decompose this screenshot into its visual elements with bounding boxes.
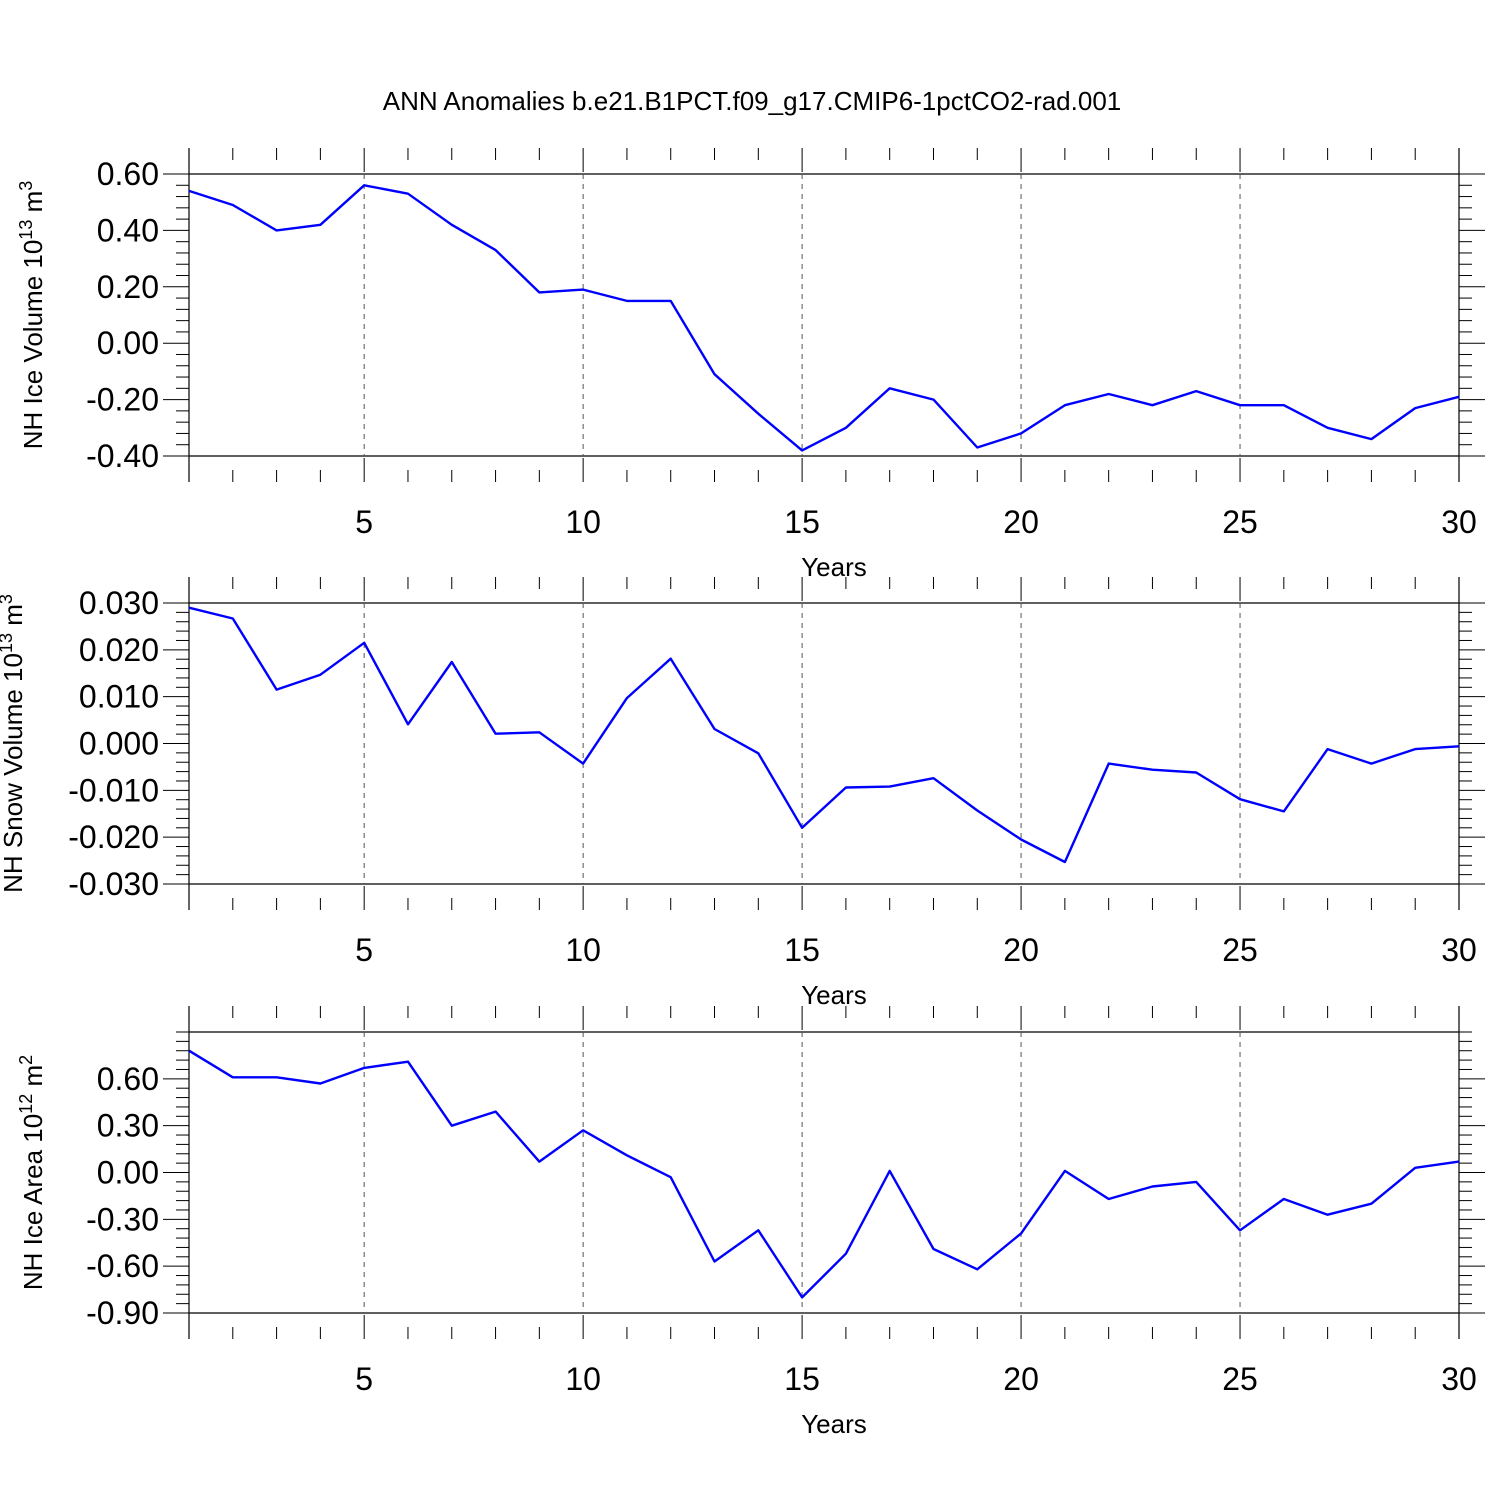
x-tick-label: 5 — [355, 1361, 373, 1397]
series-line — [188, 606, 1460, 864]
y-tick-label: 0.00 — [97, 325, 159, 361]
x-tick-label: 20 — [1003, 1361, 1039, 1397]
x-tick-label: 25 — [1222, 932, 1258, 968]
x-tick-label: 20 — [1003, 504, 1039, 540]
x-axis-label: Years — [801, 552, 867, 582]
y-axis-label: NH Ice Area 1012 m2 — [16, 1055, 48, 1290]
series-line — [188, 184, 1460, 452]
panel-3: 0.60 0.30 0.00 -0.30 -0.60 -0.90 5 10 15 20 25 30 Ye… — [16, 1006, 1485, 1439]
y-tick-label: 0.020 — [79, 632, 159, 668]
x-tick-label: 5 — [355, 932, 373, 968]
y-tick-label: 0.40 — [97, 212, 159, 248]
x-tick-label: 10 — [565, 1361, 601, 1397]
y-tick-label: 0.000 — [79, 726, 159, 762]
x-axis-label: Years — [801, 1409, 867, 1439]
x-tick-label: 10 — [565, 932, 601, 968]
y-tick-label: -0.20 — [86, 382, 159, 418]
x-tick-label: 10 — [565, 504, 601, 540]
y-tick-label: 0.60 — [97, 1061, 159, 1097]
y-tick-label: 0.30 — [97, 1108, 159, 1144]
x-tick-label: 30 — [1441, 504, 1477, 540]
y-tick-label: 0.00 — [97, 1155, 159, 1191]
x-tick-label: 20 — [1003, 932, 1039, 968]
y-tick-label: 0.60 — [97, 156, 159, 192]
y-tick-label: -0.90 — [86, 1295, 159, 1331]
series-line — [188, 1049, 1460, 1299]
x-tick-label: 30 — [1441, 1361, 1477, 1397]
x-tick-label: 5 — [355, 504, 373, 540]
panel-2: 0.030 0.020 0.010 0.000 -0.010 -0.020 -0.030 5 1… — [0, 577, 1485, 1010]
x-tick-label: 15 — [784, 1361, 820, 1397]
y-tick-label: 0.010 — [79, 679, 159, 715]
x-tick-label: 25 — [1222, 504, 1258, 540]
y-tick-label: -0.60 — [86, 1248, 159, 1284]
y-tick-label: -0.030 — [68, 866, 159, 902]
y-axis-label: NH Ice Volume 1013 m3 — [16, 181, 48, 450]
y-axis-label: NH Snow Volume 1013 m3 — [0, 594, 28, 893]
x-tick-label: 15 — [784, 932, 820, 968]
chart-title: ANN Anomalies b.e21.B1PCT.f09_g17.CMIP6-… — [383, 86, 1122, 116]
x-tick-label: 25 — [1222, 1361, 1258, 1397]
y-tick-label: -0.020 — [68, 819, 159, 855]
y-tick-label: -0.010 — [68, 772, 159, 808]
y-tick-label: 0.030 — [79, 585, 159, 621]
x-tick-label: 15 — [784, 504, 820, 540]
panel-1: 0.60 0.40 0.20 0.00 -0.20 -0.40 5 10 15 20 25 30 Yea… — [16, 148, 1485, 582]
x-axis-label: Years — [801, 980, 867, 1010]
y-tick-label: 0.20 — [97, 269, 159, 305]
x-tick-label: 30 — [1441, 932, 1477, 968]
y-tick-label: -0.30 — [86, 1201, 159, 1237]
y-tick-label: -0.40 — [86, 438, 159, 474]
